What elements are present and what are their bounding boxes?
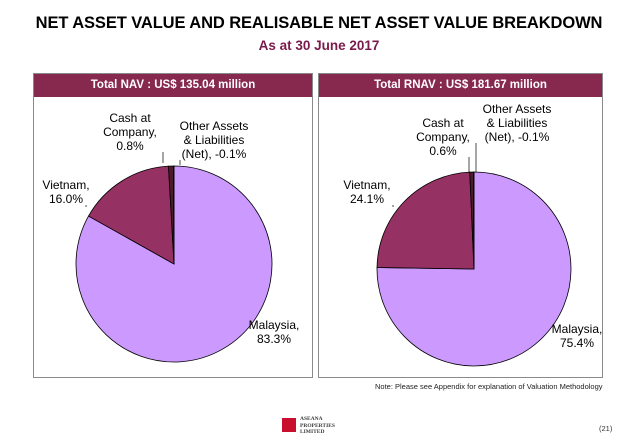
- page-subtitle: As at 30 June 2017: [258, 38, 380, 53]
- rnav-chart-panel: Total RNAV : US$ 181.67 million Malaysia…: [318, 73, 603, 378]
- methodology-note: Note: Please see Appendix for explanatio…: [375, 382, 603, 391]
- company-logo: ASEANA PROPERTIES LIMITED: [282, 415, 362, 437]
- pie-slice-vietnam: [87, 165, 175, 265]
- pie-label-malaysia: Malaysia, 83.3%: [249, 318, 300, 346]
- rnav-chart-header: Total RNAV : US$ 181.67 million: [319, 74, 602, 97]
- nav-chart-header: Total NAV : US$ 135.04 million: [34, 74, 312, 97]
- pie-label-other-assets: Other Assets & Liabilities (Net), -0.1%: [483, 102, 552, 144]
- pie-slice-vietnam: [376, 171, 475, 270]
- logo-text: ASEANA PROPERTIES LIMITED: [300, 416, 335, 435]
- pie-label-malaysia: Malaysia, 75.4%: [552, 322, 602, 350]
- pie-label-cash: Cash at Company, 0.6%: [416, 116, 470, 158]
- pie-label-vietnam: Vietnam, 16.0%: [42, 178, 89, 206]
- pie-label-cash: Cash at Company, 0.8%: [103, 111, 157, 153]
- pie-label-vietnam: Vietnam, 24.1%: [343, 178, 390, 206]
- page-number: (21): [599, 424, 613, 433]
- pie-label-other-assets: Other Assets & Liabilities (Net), -0.1%: [180, 119, 249, 161]
- nav-pie-chart: Malaysia, 83.3% Vietnam, 16.0% Cash at Compan…: [42, 111, 300, 363]
- pie-slice-other-assets: [472, 171, 475, 270]
- nav-chart-panel: Total NAV : US$ 135.04 million Malaysia,…: [33, 73, 313, 378]
- page-title: NET ASSET VALUE AND REALISABLE NET ASSET…: [35, 14, 603, 32]
- pie-slice-other-assets: [172, 165, 175, 265]
- pie-slice-malaysia: [376, 171, 572, 367]
- logo-mark-icon: [282, 418, 296, 432]
- rnav-pie-chart: Malaysia, 75.4% Vietnam, 24.1% Cash at Compan…: [343, 102, 602, 367]
